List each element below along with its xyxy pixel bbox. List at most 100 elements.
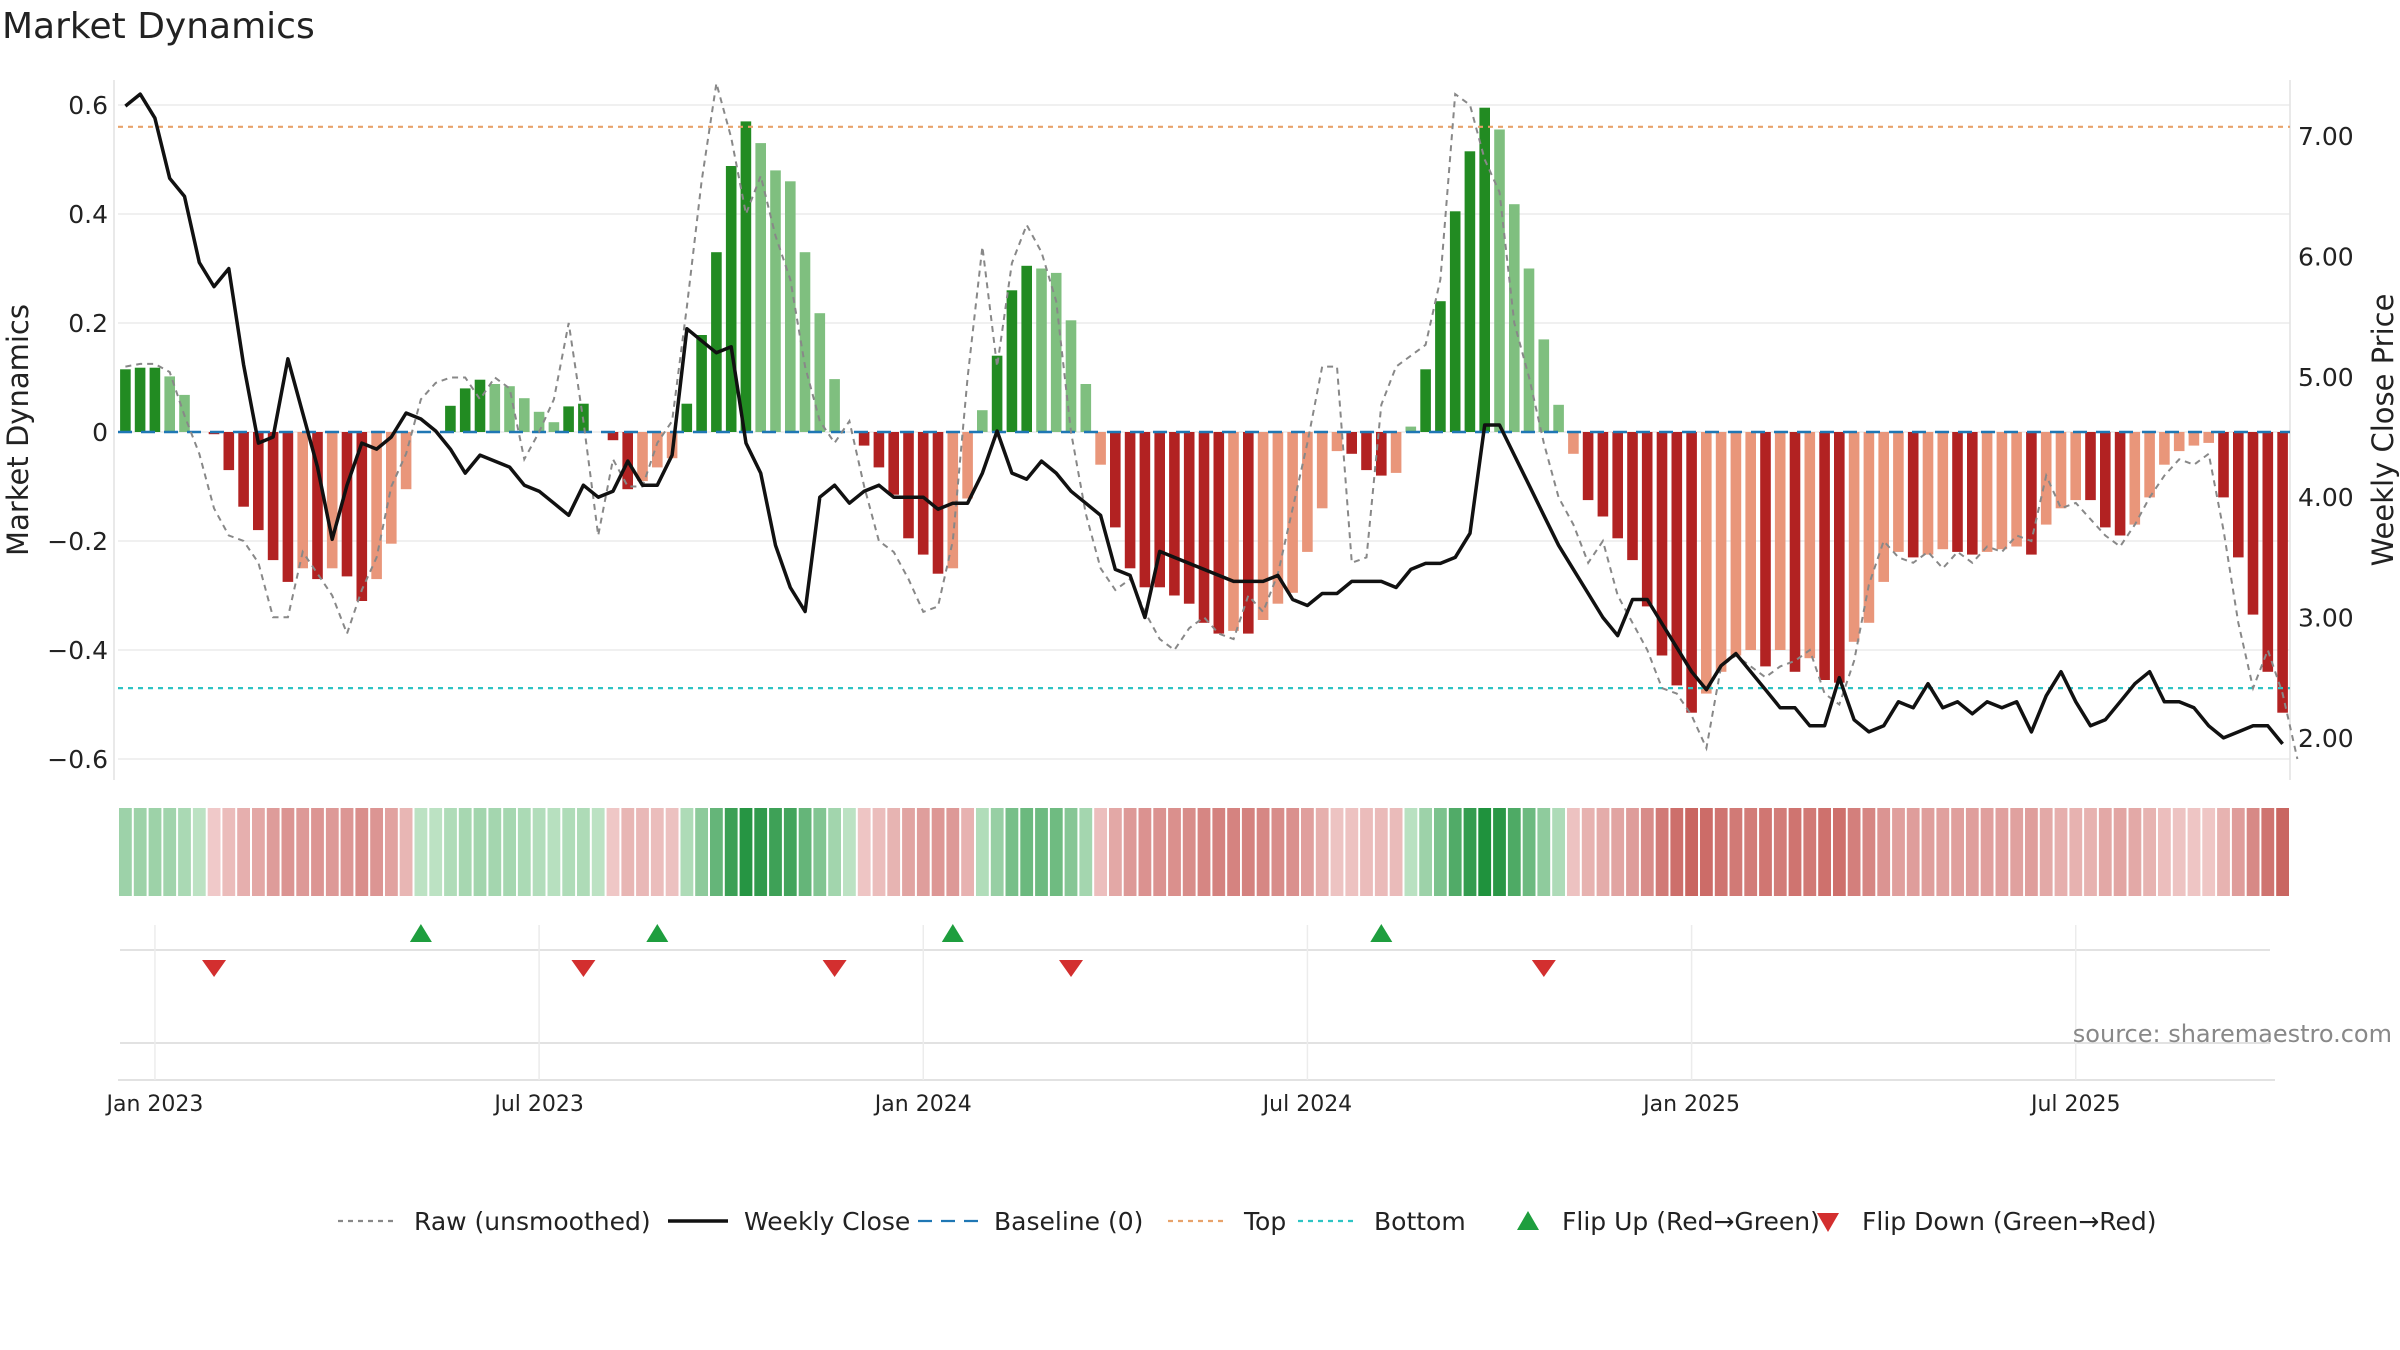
- dynamics-bar: [947, 432, 959, 569]
- y-right-tick-label: 7.00: [2298, 122, 2354, 151]
- strip-cell: [1448, 808, 1462, 896]
- strip-cell: [1936, 808, 1950, 896]
- strip-cell: [207, 808, 221, 896]
- flip-markers: [118, 924, 2275, 1081]
- dynamics-bar: [1065, 320, 1077, 432]
- dynamics-bar: [1848, 432, 1860, 642]
- strip-cell: [237, 808, 250, 896]
- dynamics-bar: [371, 432, 382, 580]
- dynamics-bar: [1656, 432, 1668, 656]
- dynamics-bar: [1538, 339, 1550, 432]
- dynamics-bar: [1376, 432, 1387, 476]
- dynamics-bar: [1405, 426, 1417, 432]
- strip-cell: [266, 808, 280, 896]
- strip-cell: [769, 808, 782, 896]
- dynamics-bar: [1183, 432, 1195, 604]
- legend-item: Flip Up (Red→Green): [1517, 1207, 1820, 1236]
- dynamics-bar: [445, 405, 456, 432]
- strip-cell: [636, 808, 649, 896]
- legend-swatch: [1817, 1213, 1839, 1232]
- legend-item: Bottom: [1298, 1207, 1466, 1236]
- dynamics-bar: [1774, 432, 1786, 650]
- dynamics-bar: [1863, 432, 1875, 623]
- strip-cell: [252, 808, 265, 896]
- strip-cell: [1212, 808, 1226, 896]
- legend-swatch: [1517, 1211, 1539, 1230]
- dynamics-bar: [1464, 151, 1476, 433]
- dynamics-bar: [1715, 432, 1727, 672]
- legend-item: Top: [1168, 1207, 1286, 1236]
- strip-cell: [1286, 808, 1300, 896]
- dynamics-bar: [1952, 432, 1963, 552]
- strip-cell: [1995, 808, 2009, 896]
- dynamics-bar: [799, 252, 811, 432]
- strip-cell: [1301, 808, 1314, 896]
- flip-up-marker: [941, 924, 964, 942]
- dynamics-bar: [755, 143, 766, 432]
- dynamics-bar: [607, 432, 619, 441]
- strip-cell: [828, 808, 841, 896]
- strip-cell: [1833, 808, 1846, 896]
- strip-cell: [1537, 808, 1551, 896]
- strip-cell: [2054, 808, 2068, 896]
- strip-cell: [192, 808, 206, 896]
- dynamics-bar: [1597, 432, 1609, 517]
- dynamics-bar: [858, 432, 870, 446]
- dynamics-bar: [1243, 432, 1254, 634]
- dynamics-bar: [1302, 432, 1313, 552]
- strip-cell: [2128, 808, 2142, 896]
- legend-label: Baseline (0): [994, 1207, 1143, 1236]
- strip-cell: [1788, 808, 1802, 896]
- flip-down-marker: [202, 960, 227, 977]
- strip-cell: [2010, 808, 2024, 896]
- strip-cell: [2187, 808, 2201, 896]
- strip-cell: [1965, 808, 1979, 896]
- strip-cell: [296, 808, 310, 896]
- dynamics-bar: [2173, 432, 2185, 452]
- dynamics-bar: [1198, 432, 1210, 623]
- dynamics-bar: [888, 432, 899, 495]
- strip-cell: [1714, 808, 1728, 896]
- dynamics-bar: [977, 410, 988, 432]
- dynamics-bar: [1006, 290, 1018, 432]
- dynamics-bar: [2188, 432, 2200, 446]
- strip-cell: [2276, 808, 2289, 896]
- strip-cell: [1892, 808, 1905, 896]
- strip-cell: [473, 808, 487, 896]
- dynamics-bar: [267, 432, 279, 561]
- dynamics-bar: [2233, 432, 2244, 558]
- dynamics-bar: [1641, 432, 1653, 607]
- dynamics-bar: [2262, 432, 2274, 672]
- dynamics-bar: [1110, 432, 1121, 528]
- dynamics-bar: [1390, 432, 1402, 473]
- strip-cell: [2217, 808, 2230, 896]
- strip-cell: [148, 808, 162, 896]
- strip-cell: [163, 808, 177, 896]
- dynamics-bar: [1316, 432, 1328, 509]
- dynamics-bar: [1435, 301, 1446, 432]
- strip-cell: [532, 808, 546, 896]
- legend: Raw (unsmoothed) Weekly Close Baseline (0)…: [338, 1207, 2157, 1236]
- dynamics-bar: [1922, 432, 1934, 555]
- dynamics-bar: [1760, 432, 1771, 667]
- y-left-tick-label: 0.4: [68, 200, 108, 229]
- strip-cell: [1330, 808, 1344, 896]
- dynamics-bar: [770, 170, 781, 432]
- dynamics-bar: [917, 432, 929, 555]
- dynamics-bar: [1331, 432, 1343, 452]
- strip-cell: [739, 808, 753, 896]
- dynamics-bar: [873, 432, 885, 468]
- dynamics-bars: [120, 107, 2288, 713]
- dynamics-bar: [932, 432, 944, 574]
- strip-cell: [1522, 808, 1536, 896]
- strip-cell: [1182, 808, 1196, 896]
- strip-cell: [1345, 808, 1359, 896]
- strip-cell: [1507, 808, 1521, 896]
- dynamics-bar: [1420, 369, 1431, 432]
- dynamics-bar: [1021, 265, 1032, 432]
- strip-cell: [1567, 808, 1580, 896]
- weekly-close-line: [124, 92, 2284, 746]
- chart-title: Market Dynamics: [2, 6, 315, 47]
- strip-cell: [2098, 808, 2112, 896]
- dynamics-bar: [1701, 432, 1712, 694]
